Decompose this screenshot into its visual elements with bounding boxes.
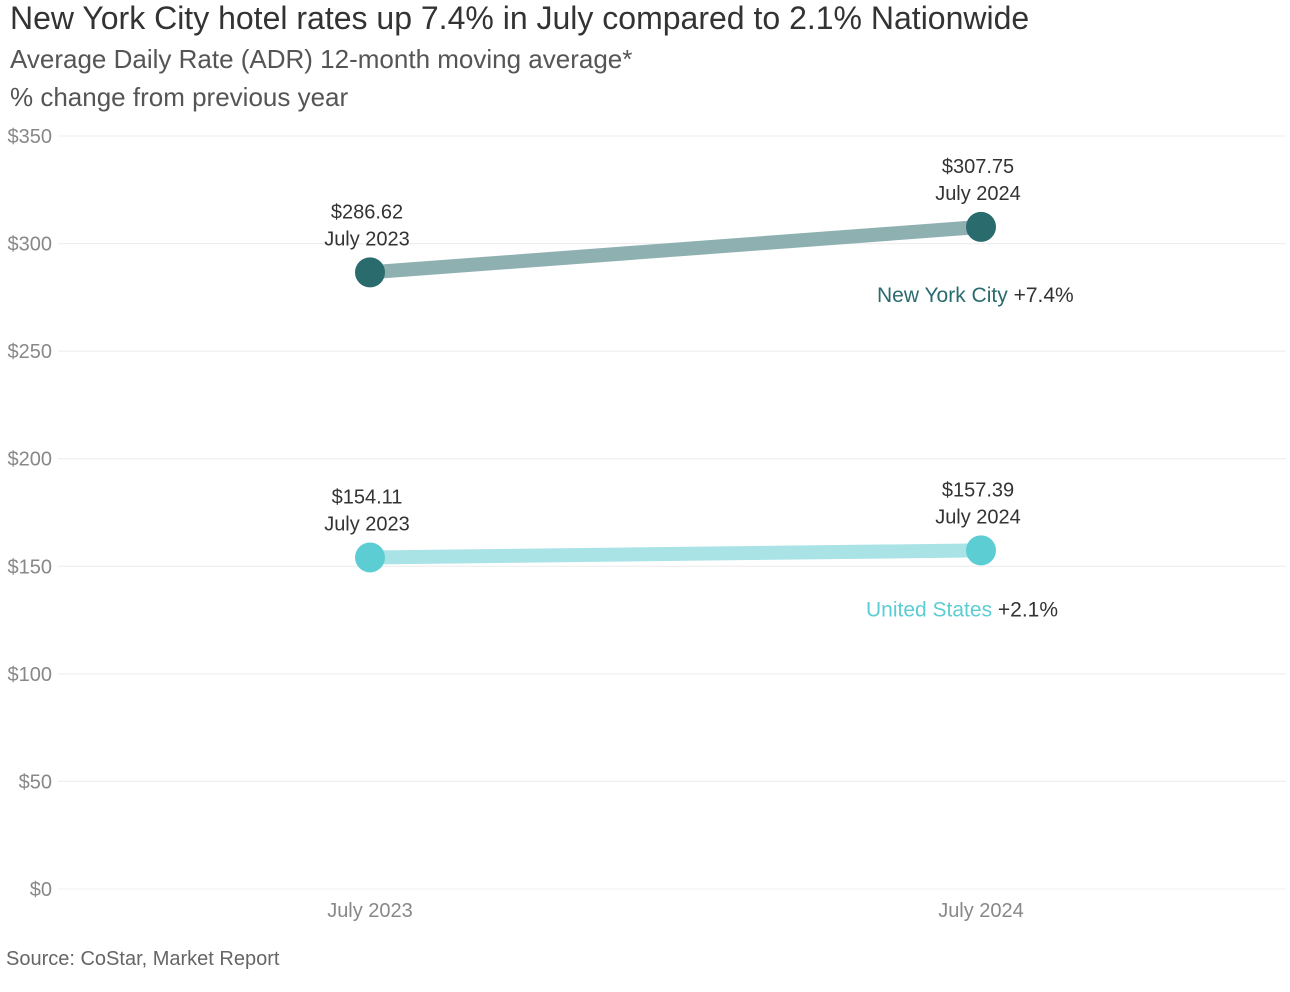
chart-subtitle: Average Daily Rate (ADR) 12-month moving… — [10, 44, 633, 74]
series-line — [369, 543, 982, 565]
series-line — [369, 219, 982, 280]
series-label: New York City +7.4% — [877, 284, 1074, 307]
x-tick-label: July 2023 — [327, 900, 413, 922]
y-tick-label: $200 — [8, 449, 53, 471]
data-value-label: $154.11 — [332, 486, 403, 508]
series-change: +7.4% — [1014, 284, 1074, 307]
data-point — [355, 257, 385, 288]
y-axis: $0 $50 $100 $150 $200 $250 $300 $350 — [8, 126, 53, 901]
data-labels: $286.62 July 2023 $307.75 July 2024 New York… — [324, 156, 1074, 621]
data-period-label: July 2023 — [324, 513, 410, 535]
data-period-label: July 2023 — [324, 228, 410, 250]
series-name: New York City — [877, 284, 1014, 307]
source-note: Source: CoStar, Market Report — [6, 948, 280, 970]
y-tick-label: $350 — [8, 126, 53, 148]
data-period-label: July 2024 — [935, 506, 1021, 528]
data-point — [966, 535, 996, 566]
y-tick-label: $250 — [8, 341, 53, 363]
series-change: +2.1% — [998, 598, 1058, 621]
y-tick-label: $0 — [30, 879, 52, 901]
x-tick-label: July 2024 — [938, 900, 1024, 922]
chart-subtitle-secondary: % change from previous year — [10, 82, 349, 112]
line-chart: $0$50$100$150$200$250$300$350 July 2023 J… — [8, 126, 1286, 922]
x-axis: July 2023 July 2024 — [58, 888, 1286, 922]
y-tick-label: $150 — [8, 556, 53, 578]
y-tick-label: $300 — [8, 234, 53, 256]
data-point — [966, 211, 996, 242]
chart-title: New York City hotel rates up 7.4% in Jul… — [10, 0, 1030, 36]
data-value-label: $307.75 — [942, 156, 1014, 178]
series-name: United States — [866, 598, 998, 621]
data-point — [355, 542, 385, 573]
data-value-label: $286.62 — [331, 201, 403, 223]
data-value-label: $157.39 — [942, 479, 1014, 501]
series-label: United States +2.1% — [866, 598, 1058, 621]
data-period-label: July 2024 — [935, 183, 1021, 205]
series-united-states — [355, 535, 996, 573]
series-layer — [355, 211, 996, 573]
grid-lines — [58, 135, 1286, 782]
y-tick-label: $50 — [19, 771, 52, 793]
y-tick-label: $100 — [8, 664, 53, 686]
series-new-york-city — [355, 211, 996, 288]
